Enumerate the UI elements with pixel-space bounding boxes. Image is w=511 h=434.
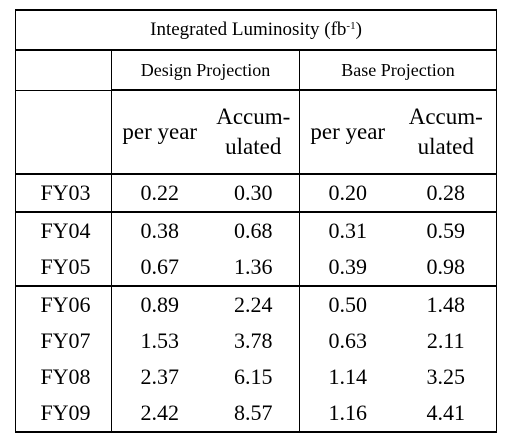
base-accumulated-cell: 0.98 [395,249,498,287]
design-accumulated-cell: 2.24 [207,286,300,323]
year-cell: FY05 [15,249,112,287]
design-accumulated-cell: 0.30 [207,174,300,213]
base-per-year-cell: 0.39 [299,249,396,287]
subheader-accum-line1: Accum- [216,104,291,129]
design-per-year-cell: 0.22 [111,174,208,213]
base-accumulated-cell: 2.11 [395,323,498,359]
base-accumulated-cell: 3.25 [395,359,498,395]
design-accumulated-cell: 0.68 [207,212,300,249]
luminosity-table: Integrated Luminosity (fb-1) Design Proj… [14,9,498,433]
subheader-design-per-year: per year [111,90,208,175]
design-per-year-cell: 1.53 [111,323,208,359]
design-accumulated-cell: 3.78 [207,323,300,359]
subheader-accum-line2: ulated [225,134,282,159]
design-per-year-cell: 2.42 [111,395,208,433]
year-cell: FY06 [15,286,112,323]
table-title-row: Integrated Luminosity (fb-1) [14,9,498,51]
base-per-year-cell: 1.14 [299,359,396,395]
design-accumulated-cell: 6.15 [207,359,300,395]
table-title-close: ) [355,19,362,40]
subheader-accum-line2: ulated [417,134,474,159]
design-per-year-cell: 0.67 [111,249,208,287]
table-title-text: Integrated Luminosity (fb [150,19,347,40]
subheader-base-per-year: per year [299,90,396,175]
empty-header-cell [15,50,112,91]
year-cell: FY03 [15,174,112,213]
table-row: FY08 2.37 6.15 1.14 3.25 [15,359,498,395]
design-per-year-cell: 0.38 [111,212,208,249]
table-row: FY03 0.22 0.30 0.20 0.28 [15,174,498,213]
subheader-base-accumulated: Accum-ulated [395,90,498,175]
table-title-superscript: -1 [346,20,356,32]
subheader-design-accumulated: Accum-ulated [207,90,300,175]
table-row: FY04 0.38 0.68 0.31 0.59 [15,212,498,249]
table-title: Integrated Luminosity (fb-1) [14,9,498,51]
table-row: FY06 0.89 2.24 0.50 1.48 [15,286,498,323]
table-body: FY03 0.22 0.30 0.20 0.28 FY04 0.38 0.68 0.31 0.59… [15,174,498,433]
table-row: FY05 0.67 1.36 0.39 0.98 [15,249,498,287]
design-per-year-cell: 2.37 [111,359,208,395]
table-row: FY07 1.53 3.78 0.63 2.11 [15,323,498,359]
subheader-row: per year Accum-ulated per year Accum-ula… [15,90,498,175]
base-per-year-cell: 0.63 [299,323,396,359]
base-accumulated-cell: 4.41 [395,395,498,433]
design-accumulated-cell: 1.36 [207,249,300,287]
base-accumulated-cell: 0.59 [395,212,498,249]
table-row: FY09 2.42 8.57 1.16 4.41 [15,395,498,433]
base-per-year-cell: 0.31 [299,212,396,249]
base-per-year-cell: 1.16 [299,395,396,433]
base-accumulated-cell: 0.28 [395,174,498,213]
empty-subheader-cell [15,90,112,175]
year-cell: FY09 [15,395,112,433]
group-header-design: Design Projection [111,50,300,91]
base-per-year-cell: 0.20 [299,174,396,213]
subheader-accum-line1: Accum- [408,104,483,129]
group-header-base: Base Projection [298,50,498,91]
base-per-year-cell: 0.50 [299,286,396,323]
year-cell: FY07 [15,323,112,359]
year-cell: FY08 [15,359,112,395]
base-accumulated-cell: 1.48 [395,286,498,323]
year-cell: FY04 [15,212,112,249]
group-header-row: Design Projection Base Projection [15,50,498,91]
design-per-year-cell: 0.89 [111,286,208,323]
design-accumulated-cell: 8.57 [207,395,300,433]
